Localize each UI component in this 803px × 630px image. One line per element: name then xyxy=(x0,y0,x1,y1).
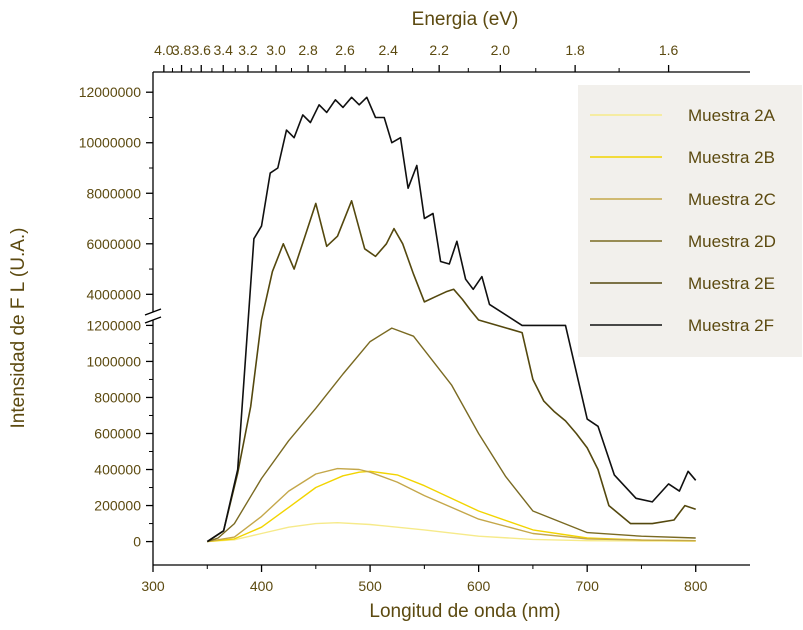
y-tick-label: 0 xyxy=(133,534,141,550)
series-layer xyxy=(206,96,697,543)
legend-label: Muestra 2B xyxy=(688,148,775,167)
legend-box xyxy=(578,85,802,357)
axis-break-mark xyxy=(144,308,162,316)
top-tick-label: 3.4 xyxy=(214,42,234,58)
y-tick-label: 1000000 xyxy=(86,353,141,369)
top-tick-label: 1.6 xyxy=(659,42,679,58)
x-tick-label: 800 xyxy=(684,578,708,594)
top-axis-title: Energia (eV) xyxy=(412,9,519,30)
top-tick-label: 1.8 xyxy=(565,42,585,58)
y-tick-label: 8000000 xyxy=(86,185,141,201)
legend-label: Muestra 2E xyxy=(688,274,775,293)
y-tick-label: 800000 xyxy=(94,389,141,405)
x-tick-label: 700 xyxy=(576,578,600,594)
x-tick-label: 600 xyxy=(467,578,491,594)
series-line-muestra-2f xyxy=(206,96,697,543)
top-tick-label: 4.0 xyxy=(154,42,174,58)
legend-label: Muestra 2A xyxy=(688,106,776,125)
y-axis-title: Intensidad de F L (U.A.) xyxy=(8,227,29,428)
axes: 300 400 500 600 700 800 4.03.8 3.6 3.4 3.2 3.0 2.8 2… xyxy=(79,42,750,594)
legend-label: Muestra 2D xyxy=(688,232,776,251)
legend-label: Muestra 2F xyxy=(688,316,774,335)
top-tick-label: 2.4 xyxy=(378,42,398,58)
series-line-muestra-2c xyxy=(207,467,696,543)
top-tick-label: 2.8 xyxy=(298,42,318,58)
axis-break-gap xyxy=(145,313,161,319)
series-line-muestra-2a xyxy=(207,522,696,543)
top-tick-label: 2.2 xyxy=(429,42,449,58)
top-tick-label: 3.2 xyxy=(238,42,258,58)
x-tick-label: 500 xyxy=(358,578,382,594)
x-tick-label: 400 xyxy=(250,578,274,594)
legend-label: Muestra 2C xyxy=(688,190,776,209)
y-tick-label: 1200000 xyxy=(86,317,141,333)
axis-break-mark xyxy=(144,316,162,324)
top-tick-label: 3.0 xyxy=(266,42,286,58)
x-tick-label: 300 xyxy=(141,578,165,594)
series-line-muestra-2d xyxy=(207,327,696,543)
top-tick-label: 3.6 xyxy=(192,42,212,58)
y-tick-label: 4000000 xyxy=(86,286,141,302)
axis-break xyxy=(144,308,162,324)
top-tick-label: 2.0 xyxy=(491,42,511,58)
series-line-muestra-2e xyxy=(206,200,696,543)
top-tick-label: 3.8 xyxy=(172,42,192,58)
y-tick-label: 600000 xyxy=(94,425,141,441)
y-tick-label: 6000000 xyxy=(86,236,141,252)
x-axis-title: Longitud de onda (nm) xyxy=(369,601,560,622)
y-tick-label: 400000 xyxy=(94,462,141,478)
series-line-muestra-2b xyxy=(207,470,696,543)
y-tick-label: 200000 xyxy=(94,498,141,514)
y-tick-label: 12000000 xyxy=(79,84,142,100)
top-tick-label: 2.6 xyxy=(335,42,355,58)
legend: Muestra 2A Muestra 2B Muestra 2C Muestra 2D… xyxy=(578,85,802,357)
y-tick-label: 10000000 xyxy=(79,135,142,151)
